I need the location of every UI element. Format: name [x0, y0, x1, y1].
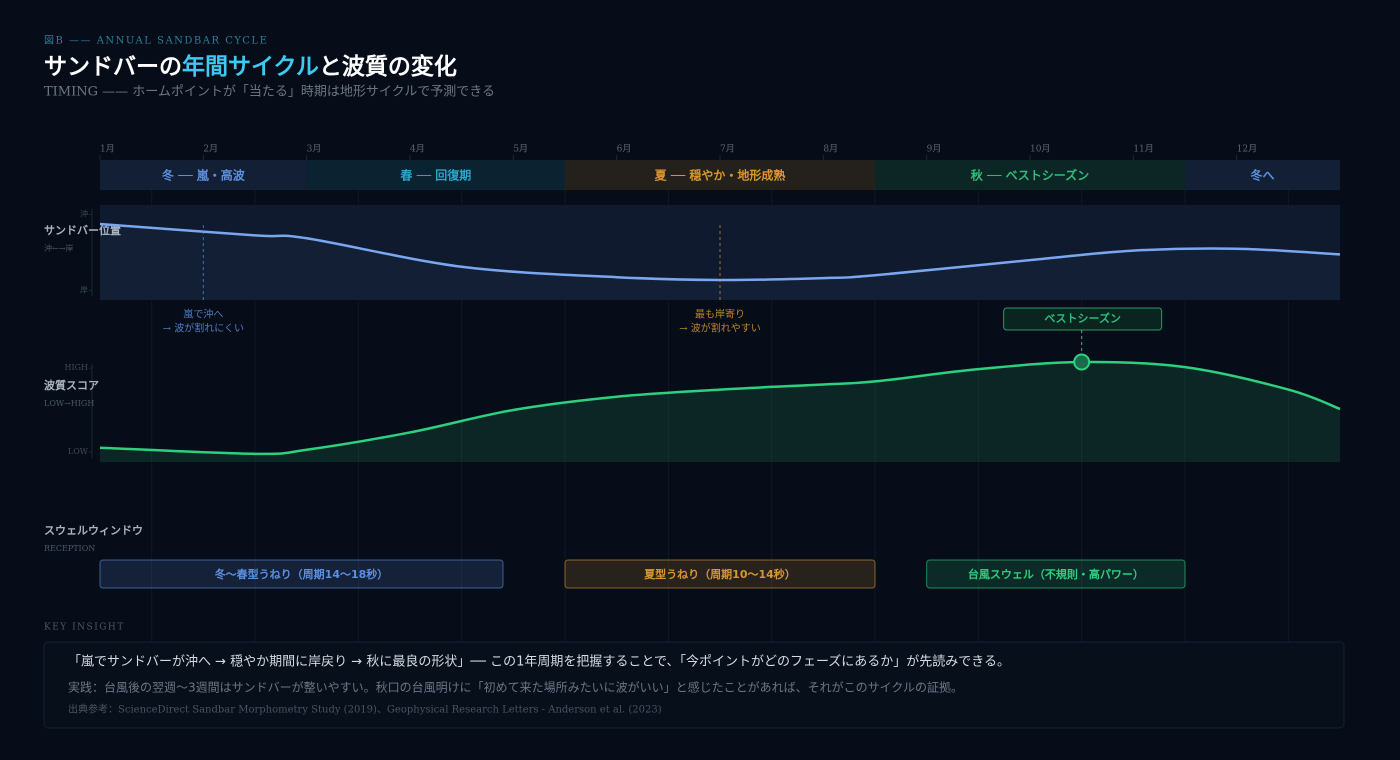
phase-band	[875, 160, 1185, 190]
phase-label: 秋 ── ベストシーズン	[971, 168, 1089, 183]
insight-source: 出典参考：ScienceDirect Sandbar Morphometry S…	[68, 703, 662, 716]
swell-band	[564, 559, 876, 589]
phase-band	[100, 160, 307, 190]
title: サンドバーの年間サイクルと波質の変化	[44, 53, 457, 80]
title-part: と波質の変化	[319, 53, 457, 80]
month-label: 11月	[1133, 144, 1153, 155]
chart-subtitle: LOW→HIGH	[44, 399, 94, 408]
swell-label: 冬〜春型うねり（周期14〜18秒）	[215, 567, 389, 581]
month-label: 8月	[823, 144, 838, 155]
month-label: 3月	[307, 144, 322, 155]
annotation-text: → 波が割れにくい	[163, 322, 244, 335]
month-label: 10月	[1030, 144, 1050, 155]
area	[100, 361, 1340, 462]
title-part: サンドバーの	[44, 54, 182, 80]
plot-background	[100, 205, 1340, 300]
annotation-text: 最も岸寄り	[695, 308, 745, 321]
chart-title: 波質スコア	[44, 378, 99, 392]
month-label: 6月	[617, 144, 632, 155]
section-title: スウェルウィンドウ	[44, 524, 143, 537]
swell-band	[99, 559, 504, 589]
swell-band	[926, 559, 1186, 589]
chart-subtitle: 沖←→岸	[44, 243, 73, 253]
month-label: 4月	[410, 144, 425, 155]
subtitle: TIMING —— ホームポイントが「当たる」時期は地形サイクルで予測できる	[44, 85, 495, 100]
annotation-text: 嵐で沖へ	[183, 308, 223, 321]
title-highlight: 年間サイクル	[182, 53, 319, 80]
y-tick-label: LOW	[68, 447, 89, 456]
phase-band	[565, 160, 875, 190]
eyebrow: 図B —— ANNUAL SANDBAR CYCLE	[44, 35, 268, 47]
y-tick-label: 岸	[80, 286, 88, 295]
annotation-text: → 波が割れやすい	[679, 322, 761, 335]
annotation-box	[1003, 307, 1163, 331]
y-tick-label: HIGH	[64, 363, 88, 372]
swell-label: 夏型うねり（周期10〜14秒）	[644, 567, 796, 581]
insight-practice: 実践：台風後の翌週〜3週間はサンドバーが整いやすい。秋口の台風明けに「初めて来た…	[68, 680, 963, 695]
swell-label: 台風スウェル（不規則・高パワー）	[968, 567, 1144, 581]
month-label: 1月	[100, 144, 115, 155]
phase-band	[1185, 160, 1340, 190]
insight-main: 「嵐でサンドバーが沖へ → 穏やか期間に岸戻り → 秋に最良の形状」── この1…	[68, 654, 1010, 670]
month-label: 5月	[513, 144, 528, 155]
insight-label: KEY INSIGHT	[44, 623, 125, 633]
month-label: 2月	[203, 144, 218, 155]
insight-box	[43, 641, 1345, 729]
line	[99, 360, 1341, 456]
section-subtitle: RECEPTION	[44, 544, 95, 553]
month-label: 7月	[720, 144, 735, 155]
peak-marker	[1073, 353, 1091, 371]
y-tick-label: 沖	[80, 209, 88, 219]
phase-label: 春 ── 回復期	[399, 168, 471, 183]
month-label: 12月	[1237, 144, 1257, 155]
phase-label: 夏 ── 穏やか・地形成熟	[655, 168, 786, 183]
area	[100, 224, 1340, 300]
line	[99, 222, 1341, 282]
month-label: 9月	[927, 144, 942, 155]
phase-band	[306, 160, 565, 190]
annotation-text: ベストシーズン	[1044, 311, 1121, 325]
chart-title: サンドバー位置	[44, 223, 121, 237]
phase-label: 冬へ	[1250, 168, 1274, 183]
phase-label: 冬 ── 嵐・高波	[162, 168, 246, 183]
